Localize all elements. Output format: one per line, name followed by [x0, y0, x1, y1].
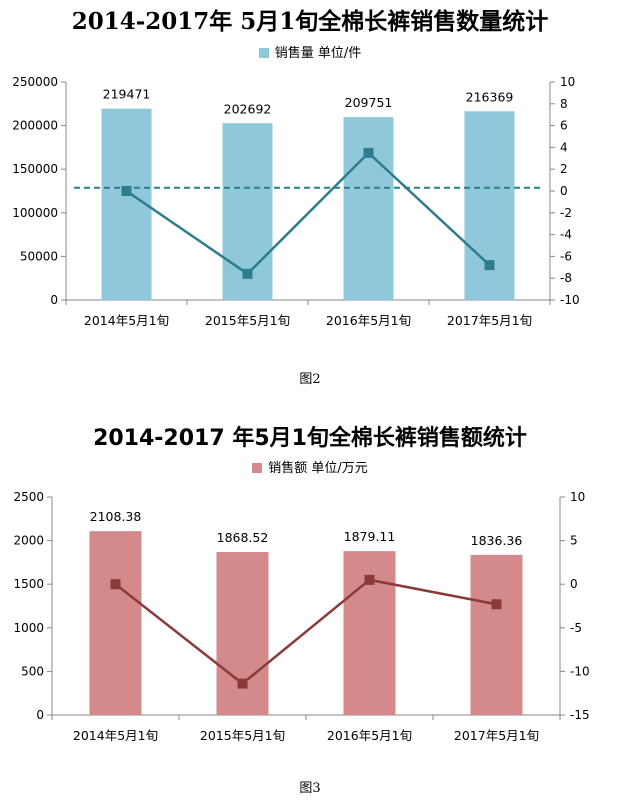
- chart-legend: 销售额 单位/万元: [0, 457, 620, 476]
- legend-swatch: [258, 48, 269, 58]
- y-tick-label-right: 0: [570, 577, 578, 591]
- data-label: 2108.38: [90, 509, 142, 524]
- data-label: 202692: [224, 101, 272, 116]
- y-tick-label-left: 150000: [12, 162, 58, 176]
- series-line: [125, 151, 491, 276]
- line-marker: [121, 186, 132, 196]
- y-tick-label-right: 4: [560, 140, 568, 154]
- y-tick-label-right: 2: [560, 162, 568, 176]
- y-tick-label-left: 1500: [13, 577, 44, 591]
- y-tick-label-right: 10: [570, 490, 585, 504]
- line-marker: [491, 599, 502, 610]
- bar: [89, 531, 142, 715]
- chart-legend: 销售量 单位/件: [0, 42, 620, 61]
- x-tick-label: 2016年5月1旬: [326, 313, 411, 328]
- y-tick-label-right: -2: [560, 206, 572, 220]
- line-marker: [242, 268, 253, 279]
- x-tick-label: 2017年5月1旬: [454, 728, 539, 743]
- y-tick-label-right: 10: [560, 75, 575, 89]
- y-tick-label-left: 0: [36, 708, 44, 722]
- figure-caption: 图2: [299, 372, 321, 387]
- line-marker: [363, 147, 374, 158]
- x-tick-label: 2015年5月1旬: [205, 313, 290, 328]
- x-tick-label: 2017年5月1旬: [447, 313, 532, 328]
- line-marker: [237, 678, 248, 689]
- y-tick-label-left: 50000: [20, 249, 58, 263]
- y-tick-label-right: 0: [560, 184, 568, 198]
- y-tick-label-right: -8: [560, 271, 572, 285]
- y-tick-label-left: 250000: [12, 75, 58, 89]
- y-tick-label-right: -6: [560, 249, 572, 263]
- y-tick-label-right: 6: [560, 119, 568, 133]
- y-tick-label-right: 8: [560, 97, 568, 111]
- line-marker: [484, 260, 495, 271]
- chart-title: 2014-2017 年5月1旬全棉长裤销售额统计: [93, 426, 527, 451]
- x-tick-label: 2016年5月1旬: [327, 728, 412, 743]
- data-label: 216369: [466, 89, 514, 104]
- chart-plot-sales: 0 500 1000 1500 2000 2500 -15 -10 -5 0 5 10 2014年5月1…: [13, 490, 590, 743]
- figure-caption: 图3: [299, 781, 321, 796]
- series-line: [114, 578, 497, 686]
- data-label: 1879.11: [344, 529, 396, 544]
- x-tick-label: 2014年5月1旬: [73, 728, 158, 743]
- data-label: 1836.36: [471, 533, 523, 548]
- bar: [464, 111, 515, 300]
- y-tick-label-left: 2000: [13, 534, 44, 548]
- y-tick-label-left: 200000: [12, 119, 58, 133]
- y-tick-label-right: -15: [570, 708, 590, 722]
- bar: [470, 554, 523, 715]
- y-tick-label-right: -4: [560, 228, 572, 242]
- data-label: 219471: [103, 87, 151, 102]
- chart-title: 2014-2017年 5月1旬全棉长裤销售数量统计: [71, 8, 549, 35]
- y-tick-label-right: 5: [570, 534, 578, 548]
- data-label: 209751: [345, 95, 393, 110]
- y-tick-label-right: -10: [560, 293, 580, 307]
- data-label: 1868.52: [217, 530, 269, 545]
- line-marker: [364, 574, 375, 585]
- y-tick-label-left: 0: [50, 293, 58, 307]
- y-tick-label-left: 1000: [13, 621, 44, 635]
- y-tick-label-left: 500: [21, 664, 44, 678]
- chart-panel-sales: 2014-2017 年5月1旬全棉长裤销售额统计 销售额 单位/万元 0 500 1…: [0, 415, 620, 806]
- line-marker: [110, 579, 121, 590]
- bar: [216, 552, 269, 715]
- chart-panel-quantity: 2014-2017年 5月1旬全棉长裤销售数量统计 销售量 单位/件 0 5000…: [0, 0, 620, 400]
- y-tick-label-left: 100000: [12, 206, 58, 220]
- y-tick-label-right: -10: [570, 664, 590, 678]
- y-tick-label-left: 2500: [13, 490, 44, 504]
- legend-label: 销售量 单位/件: [274, 46, 362, 61]
- x-tick-label: 2015年5月1旬: [200, 728, 285, 743]
- bar: [343, 117, 394, 300]
- x-tick-label: 2014年5月1旬: [84, 313, 169, 328]
- bar: [101, 108, 152, 300]
- legend-swatch: [252, 463, 263, 473]
- legend-label: 销售额 单位/万元: [268, 461, 368, 476]
- chart-plot-quantity: 0 50000 100000 150000 200000 250000 -10 -8 -6 -4 -…: [12, 75, 580, 328]
- y-tick-label-right: -5: [570, 621, 582, 635]
